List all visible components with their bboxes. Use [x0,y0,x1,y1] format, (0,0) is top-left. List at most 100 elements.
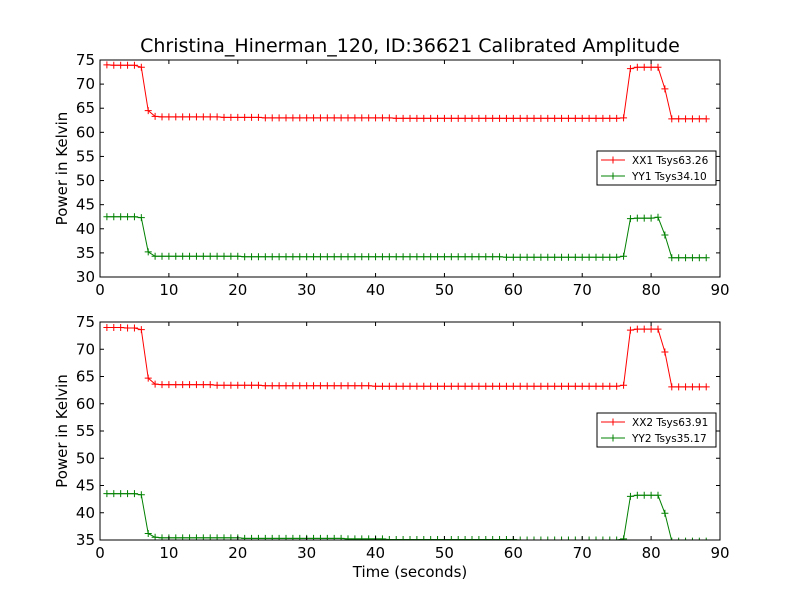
data-point [571,253,579,261]
data-point [124,490,132,498]
data-point [564,382,572,390]
data-point [675,254,683,262]
data-point [372,114,380,122]
data-point [626,326,634,334]
legend-box [596,150,717,186]
data-point [530,536,538,540]
data-point [310,114,318,122]
data-point [413,253,421,261]
data-point [385,382,393,390]
legend-label: XX2 Tsys63.91 [632,417,708,429]
x-tick-label: 20 [228,544,247,562]
data-point [275,382,283,390]
data-point [227,113,235,121]
data-point [523,382,531,390]
data-point [599,382,607,390]
data-point [351,535,359,540]
series-line [106,327,707,388]
data-point [378,114,386,122]
data-point [330,114,338,122]
data-point [254,534,262,540]
data-point [558,253,566,261]
data-point [454,382,462,390]
legend-label: YY2 Tsys35.17 [631,433,707,445]
data-point [248,534,256,540]
data-point [675,383,683,391]
data-point [289,534,297,540]
x-tick-label: 70 [573,544,592,562]
x-tick-label: 80 [642,544,661,562]
data-point [461,253,469,261]
data-point [434,114,442,122]
data-point [620,381,628,389]
top-panel: 0 10 20 30 40 50 60 70 80 90 30 35 40 45 50 55 60 65 70 75 P… [53,51,730,299]
data-point [151,380,159,388]
data-point [685,537,687,540]
data-point [613,536,621,540]
data-point [151,252,159,260]
data-point [261,253,269,261]
y-axis-label: Power in Kelvin [53,374,71,488]
data-point [482,535,490,540]
data-point [330,253,338,261]
legend-marker [609,172,617,180]
data-point [385,114,393,122]
data-point [399,535,407,540]
y-tick-label: 65 [76,368,95,386]
data-point [392,535,400,540]
data-point [447,114,455,122]
data-point [461,535,469,540]
data-point [282,382,290,390]
data-point [516,536,524,540]
plot-area [103,323,710,540]
data-point [358,382,366,390]
data-point [509,253,517,261]
data-point [496,535,504,540]
data-point [688,254,696,262]
data-point [192,534,200,540]
data-point [647,63,655,71]
y-tick-label: 40 [76,220,95,238]
data-point [475,114,483,122]
data-point [626,65,634,73]
data-point [234,113,242,121]
data-point [316,253,324,261]
data-point [544,382,552,390]
data-point [241,113,249,121]
data-point [647,491,655,499]
data-point [489,535,497,540]
y-tick-label: 75 [76,51,95,69]
y-tick-label: 40 [76,504,95,522]
data-point [241,253,249,261]
data-point [117,61,125,69]
data-point [434,253,442,261]
data-point [564,253,572,261]
y-axis-label: Power in Kelvin [53,112,71,226]
data-point [502,382,510,390]
data-point [358,114,366,122]
data-point [695,254,703,262]
y-tick-label: 45 [76,477,95,495]
data-point [254,253,262,261]
data-point [303,253,311,261]
data-point [199,381,207,389]
data-point [427,114,435,122]
data-point [695,383,703,391]
data-point [691,537,693,540]
data-point [289,114,297,122]
data-point [620,114,628,122]
data-point [668,115,676,123]
y-tick-label: 55 [76,147,95,165]
data-point [578,382,586,390]
data-point [358,535,366,540]
legend-label: YY1 Tsys34.10 [631,171,707,183]
y-tick-label: 50 [76,172,95,190]
data-point [316,534,324,540]
data-point [509,382,517,390]
bottom-panel: 0 10 20 30 40 50 60 70 80 90 35 40 45 50 55 60 65 70 75 Pow… [53,313,730,562]
data-point [682,254,690,262]
x-tick-label: 90 [710,544,729,562]
data-point [482,114,490,122]
data-point [702,254,710,262]
data-point [440,253,448,261]
